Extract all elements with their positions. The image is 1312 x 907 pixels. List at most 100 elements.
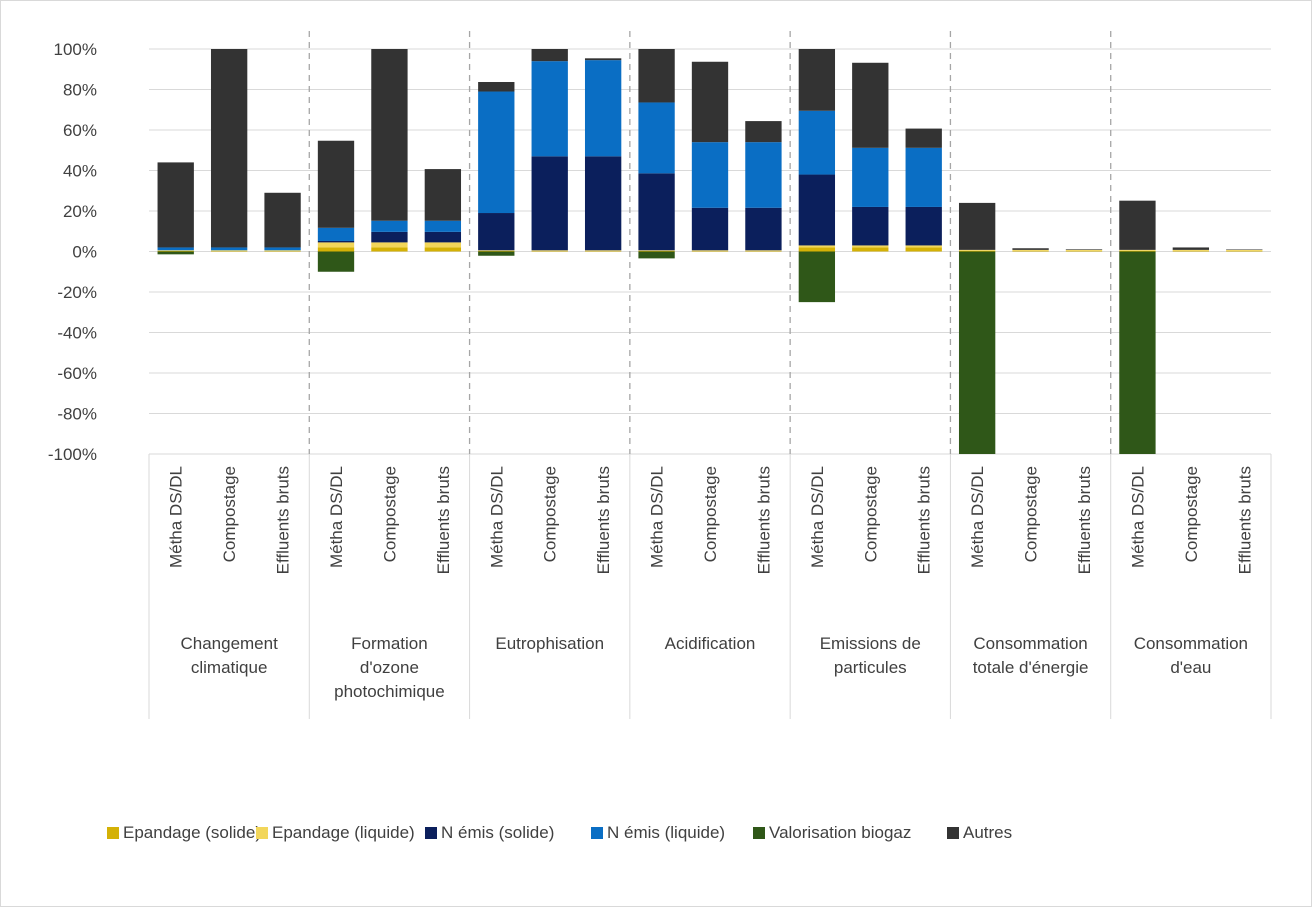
bar-segment (585, 156, 621, 250)
bar-segment (906, 207, 942, 245)
bar-segment (371, 49, 407, 221)
bar-segment (425, 232, 461, 243)
y-tick-label: -60% (57, 364, 97, 383)
bar-segment (211, 250, 247, 251)
y-tick-label: 20% (63, 202, 97, 221)
category-label: Effluents bruts (274, 466, 293, 574)
bar-segment (852, 148, 888, 207)
bar-segment (906, 245, 942, 247)
legend-swatch (107, 827, 119, 839)
category-label: Compostage (541, 466, 560, 562)
bar-segment (692, 250, 728, 251)
group-label-line: totale d'énergie (973, 658, 1089, 677)
bar-segment (1119, 250, 1155, 251)
y-tick-label: 0% (72, 243, 97, 262)
bar-segment (959, 252, 995, 455)
bar-segment (906, 247, 942, 251)
bar-segment (532, 251, 568, 252)
category-label: Effluents bruts (915, 466, 934, 574)
bar-segment (638, 173, 674, 250)
group-label-line: Acidification (665, 634, 756, 653)
bar-segment (158, 250, 194, 251)
bar-segment (211, 247, 247, 250)
bar-segment (692, 208, 728, 251)
bar-segment (852, 245, 888, 247)
group-label: Eutrophisation (495, 634, 604, 653)
group-label: Consommation totale d'énergie (973, 634, 1089, 677)
category-label: Métha DS/DL (327, 466, 346, 568)
bar-segment (638, 252, 674, 259)
group-label-line: climatique (191, 658, 268, 677)
bar-segment (425, 221, 461, 232)
bar-segment (478, 252, 514, 256)
category-label: Effluents bruts (1075, 466, 1094, 574)
y-tick-label: 60% (63, 121, 97, 140)
bar-segment (318, 228, 354, 241)
legend-swatch (753, 827, 765, 839)
category-label: Métha DS/DL (968, 466, 987, 568)
bar-segment (478, 82, 514, 92)
category-label: Compostage (380, 466, 399, 562)
bar-segment (158, 252, 194, 255)
bar-segment (799, 175, 835, 246)
bar-segment (799, 247, 835, 251)
bar-segment (799, 49, 835, 111)
legend-label: Epandage (liquide) (272, 823, 415, 842)
bar-segment (585, 251, 621, 252)
bar-segment (799, 245, 835, 247)
bar-segment (959, 251, 995, 252)
bar-segment (852, 63, 888, 148)
category-label: Métha DS/DL (648, 466, 667, 568)
bar-segment (211, 49, 247, 247)
legend-swatch (256, 827, 268, 839)
category-label: Métha DS/DL (167, 466, 186, 568)
category-label: Compostage (861, 466, 880, 562)
group-label-line: particules (834, 658, 907, 677)
bar-segment (1012, 250, 1048, 251)
bar-segment (478, 92, 514, 213)
bar-segment (1226, 251, 1262, 252)
legend-swatch (947, 827, 959, 839)
group-label-line: d'ozone (360, 658, 419, 677)
category-label: Compostage (1182, 466, 1201, 562)
group-label-line: d'eau (1170, 658, 1211, 677)
group-label-line: photochimique (334, 682, 445, 701)
bar-segment (318, 141, 354, 228)
y-tick-label: 40% (63, 162, 97, 181)
bar-segment (318, 252, 354, 272)
bar-segment (745, 250, 781, 251)
bar-segment (959, 203, 995, 250)
group-label-line: Consommation (1134, 634, 1248, 653)
bar-segment (745, 208, 781, 251)
legend-label: N émis (solide) (441, 823, 554, 842)
bar-segment (799, 252, 835, 303)
bar-segment (1119, 201, 1155, 250)
y-tick-label: -80% (57, 405, 97, 424)
bar-segment (692, 62, 728, 142)
bar-segment (692, 142, 728, 208)
bar-segment (158, 162, 194, 247)
category-label: Effluents bruts (754, 466, 773, 574)
bar-segment (1226, 250, 1262, 251)
bar-segment (799, 111, 835, 175)
y-tick-label: 100% (54, 40, 97, 59)
bar-segment (1066, 250, 1102, 251)
bar-segment (585, 58, 621, 60)
bar-segment (852, 247, 888, 251)
bar-segment (1173, 251, 1209, 252)
group-label: Acidification (665, 634, 756, 653)
legend-swatch (425, 827, 437, 839)
y-tick-label: -100% (48, 445, 97, 464)
y-tick-label: 80% (63, 81, 97, 100)
bar-segment (906, 129, 942, 148)
bar-segment (318, 247, 354, 251)
bar-segment (745, 142, 781, 208)
bar-segment (425, 247, 461, 251)
category-label: Métha DS/DL (1128, 466, 1147, 568)
group-label: Changement climatique (180, 634, 278, 677)
bar-segment (638, 102, 674, 173)
group-label-line: Formation (351, 634, 428, 653)
bar-segment (1066, 249, 1102, 250)
legend-label: Valorisation biogaz (769, 823, 911, 842)
